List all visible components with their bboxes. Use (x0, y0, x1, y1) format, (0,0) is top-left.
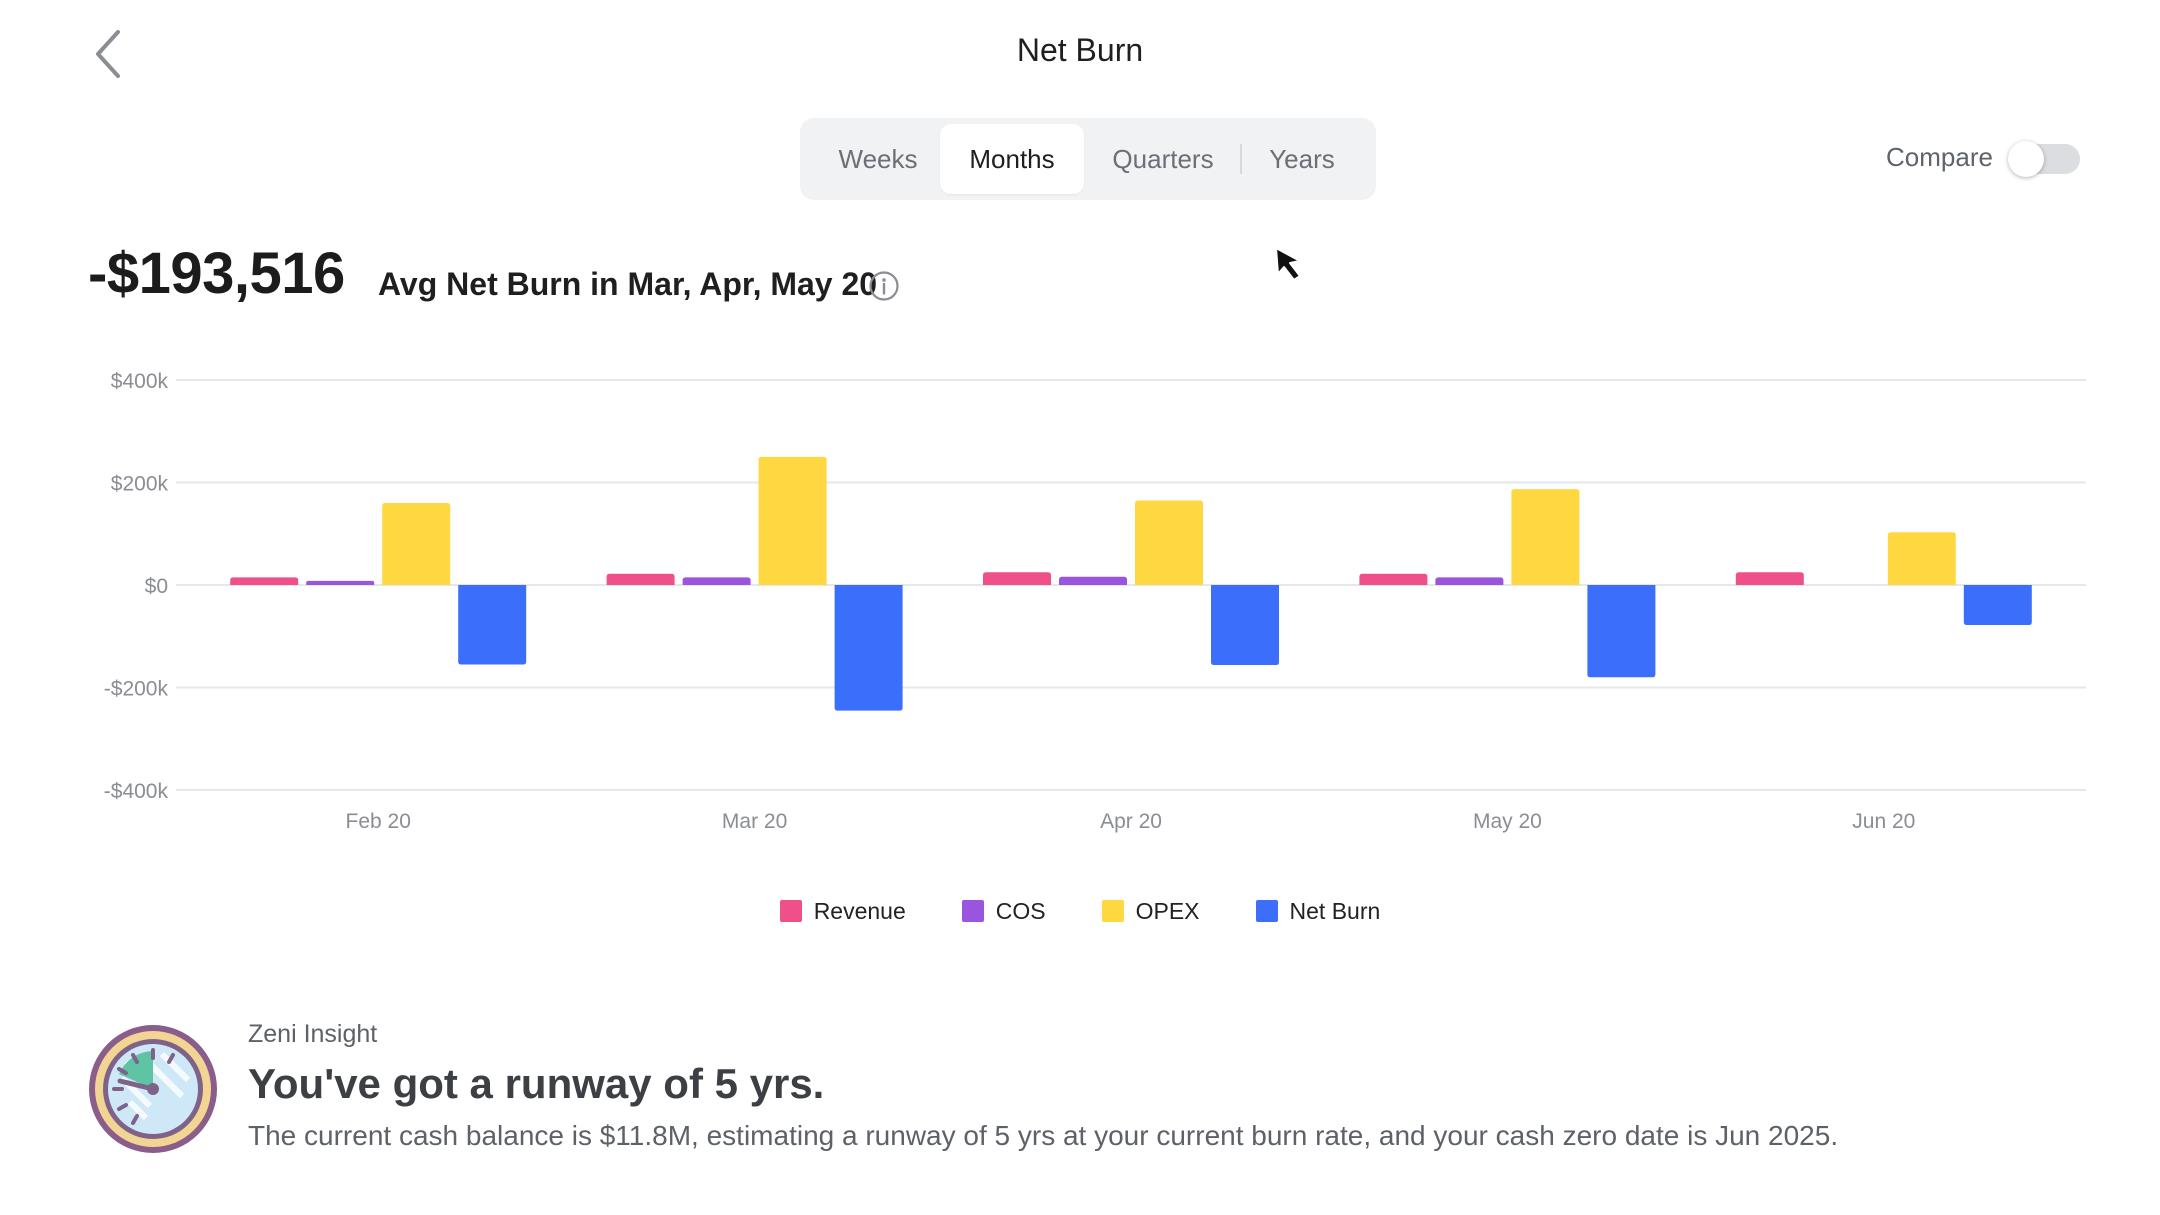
tab-years[interactable]: Years (1269, 144, 1335, 174)
bar-cos-apr-20[interactable] (1059, 576, 1127, 585)
legend-swatch (961, 899, 984, 922)
bar-net-burn-may-20[interactable] (1587, 585, 1656, 678)
y-tick-label: $200k (111, 473, 169, 496)
bar-revenue-feb-20[interactable] (230, 577, 299, 585)
bar-cos-feb-20[interactable] (306, 580, 375, 585)
chevron-left-icon (96, 30, 120, 78)
bar-opex-feb-20[interactable] (382, 503, 451, 585)
legend-swatch (1101, 899, 1124, 922)
x-tick-label: Apr 20 (1100, 810, 1162, 833)
legend-label: COS (995, 898, 1046, 924)
x-tick-label: Jun 20 (1852, 810, 1915, 833)
legend-item-net-burn[interactable]: Net Burn (1255, 898, 1381, 925)
tab-months[interactable]: Months (940, 124, 1084, 194)
mouse-cursor-icon (1272, 244, 1312, 284)
bar-revenue-may-20[interactable] (1359, 573, 1428, 585)
avg-net-burn-value: -$193,516 (88, 241, 345, 306)
chart-legend: Revenue COS OPEX Net Burn (0, 898, 2160, 925)
bar-opex-mar-20[interactable] (758, 456, 827, 585)
y-tick-label: -$200k (104, 678, 169, 701)
bar-revenue-mar-20[interactable] (606, 573, 675, 585)
period-selector: Weeks Months Quarters Years (800, 118, 1376, 200)
back-button[interactable] (88, 28, 132, 80)
insight-body: The current cash balance is $11.8M, esti… (248, 1120, 1839, 1151)
x-tick-label: May 20 (1473, 810, 1542, 833)
legend-item-opex[interactable]: OPEX (1101, 898, 1200, 925)
page-title: Net Burn (1016, 32, 1144, 68)
bar-cos-mar-20[interactable] (682, 577, 751, 585)
legend-label: Revenue (813, 898, 906, 924)
legend-swatch (779, 899, 802, 922)
tab-weeks[interactable]: Weeks (838, 144, 918, 174)
y-tick-label: $400k (111, 370, 169, 393)
bar-net-burn-feb-20[interactable] (458, 585, 527, 665)
compare-label: Compare (1886, 142, 1993, 172)
tab-divider (1240, 144, 1242, 174)
compare-toggle[interactable] (2008, 141, 2080, 177)
legend-label: OPEX (1135, 898, 1200, 924)
legend-label: Net Burn (1289, 898, 1381, 924)
legend-item-revenue[interactable]: Revenue (779, 898, 906, 925)
x-tick-label: Mar 20 (722, 810, 787, 833)
insight-headline: You've got a runway of 5 yrs. (248, 1060, 825, 1107)
y-tick-label: $0 (145, 575, 168, 598)
bar-opex-apr-20[interactable] (1135, 500, 1203, 585)
net-burn-chart: $400k $200k $0 -$200k -$400k Feb 20 Mar 20 Apr … (104, 370, 2086, 833)
stopwatch-icon (86, 1022, 220, 1156)
x-tick-label: Feb 20 (346, 810, 411, 833)
avg-net-burn-description: Avg Net Burn in Mar, Apr, May 20 (378, 266, 878, 302)
bar-net-burn-jun-20[interactable] (1963, 585, 2032, 625)
bar-revenue-apr-20[interactable] (983, 572, 1051, 585)
insight-label: Zeni Insight (248, 1020, 378, 1048)
toggle-knob (2008, 141, 2044, 177)
y-tick-label: -$400k (104, 780, 169, 803)
legend-swatch (1255, 899, 1278, 922)
info-icon[interactable] (868, 270, 900, 302)
bar-net-burn-apr-20[interactable] (1211, 585, 1279, 665)
bar-net-burn-mar-20[interactable] (834, 585, 903, 711)
bar-opex-may-20[interactable] (1511, 489, 1580, 585)
bar-opex-jun-20[interactable] (1887, 532, 1956, 585)
tab-quarters[interactable]: Quarters (1112, 144, 1214, 174)
bar-cos-may-20[interactable] (1435, 577, 1504, 585)
bar-revenue-jun-20[interactable] (1735, 572, 1804, 585)
legend-item-cos[interactable]: COS (961, 898, 1046, 925)
